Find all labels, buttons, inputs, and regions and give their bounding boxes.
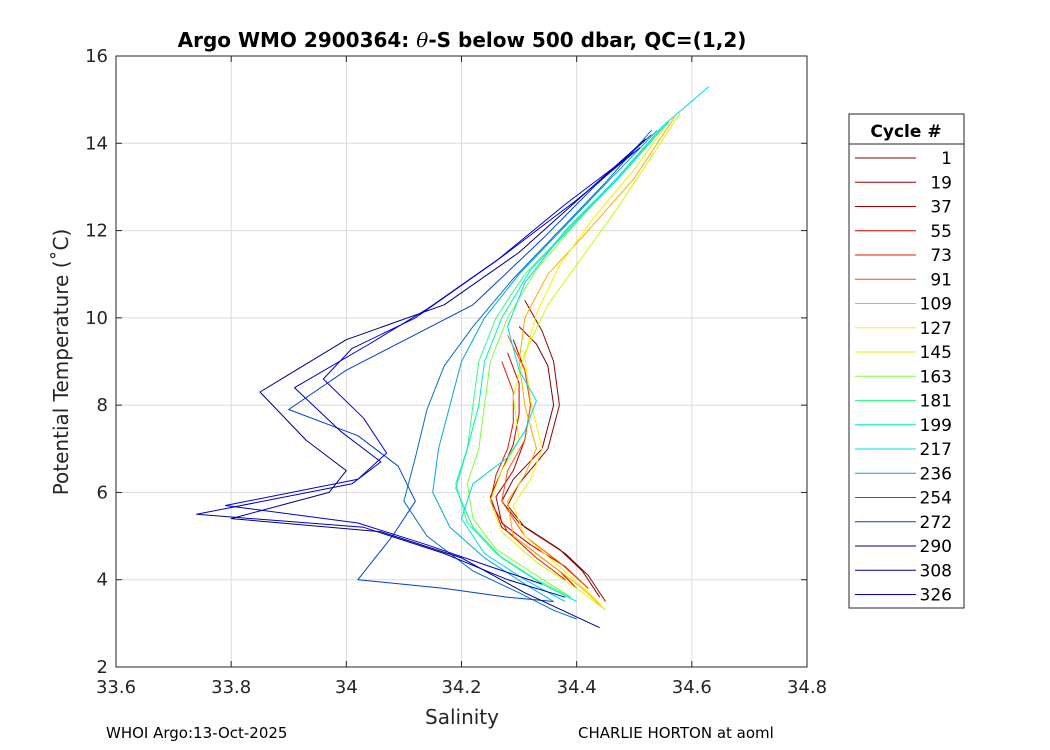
legend-label: 181 <box>920 392 952 412</box>
x-tick-label: 34.6 <box>672 677 712 698</box>
y-tick-label: 4 <box>97 570 108 591</box>
legend-label: 19 <box>930 173 952 193</box>
y-axis-ticks: 2 4 6 8 10 12 14 16 <box>85 46 807 678</box>
legend-label: 145 <box>920 343 952 363</box>
legend-label: 1 <box>941 149 952 169</box>
legend-entry: 1 <box>855 149 952 169</box>
legend-entry: 326 <box>855 586 952 606</box>
legend-label: 37 <box>930 198 952 218</box>
legend-entry: 19 <box>855 173 952 193</box>
legend-entry: 55 <box>855 222 952 242</box>
series-line-cycle-91 <box>501 335 589 589</box>
series-lines <box>196 86 710 629</box>
series-line-cycle-199 <box>455 121 670 602</box>
legend-label: 236 <box>920 464 952 484</box>
legend-entry: 199 <box>855 416 952 436</box>
x-tick-label: 34.8 <box>787 677 827 698</box>
y-tick-label: 12 <box>85 221 108 242</box>
legend-entry: 290 <box>855 537 952 557</box>
legend-entry: 163 <box>855 367 952 387</box>
legend-entry: 91 <box>855 270 952 290</box>
legend-entry: 272 <box>855 513 952 533</box>
legend-title: Cycle # <box>870 122 941 142</box>
legend-entry: 308 <box>855 561 952 581</box>
series-line-cycle-127 <box>512 121 670 611</box>
legend-label: 308 <box>920 561 952 581</box>
y-tick-label: 8 <box>97 395 108 416</box>
legend-label: 163 <box>920 367 952 387</box>
x-tick-label: 34.2 <box>441 677 481 698</box>
legend: Cycle # 1 19 37 55 73 91 109 127 145 163 181 199 217… <box>848 113 965 609</box>
legend-entry: 236 <box>855 464 952 484</box>
y-tick-label: 6 <box>97 482 108 503</box>
series-line-cycle-217 <box>461 86 710 602</box>
legend-label: 254 <box>920 489 952 509</box>
legend-entry: 217 <box>855 440 952 460</box>
legend-entry: 73 <box>855 246 952 266</box>
title-theta-symbol: θ <box>416 28 428 52</box>
legend-entry: 109 <box>855 295 952 315</box>
legend-entry: 254 <box>855 489 952 509</box>
series-line-cycle-236 <box>432 129 658 602</box>
y-axis-label: Potential Temperature (˚C) <box>49 229 73 496</box>
title-suffix: -S below 500 dbar, QC=(1,2) <box>428 28 746 52</box>
y-tick-label: 14 <box>85 133 108 154</box>
legend-label: 217 <box>920 440 952 460</box>
series-line-cycle-272 <box>288 134 652 602</box>
series-line-cycle-326 <box>224 151 635 585</box>
legend-box <box>848 113 965 609</box>
series-line-cycle-73 <box>489 361 566 581</box>
legend-label: 326 <box>920 586 952 606</box>
y-tick-label: 16 <box>85 46 108 67</box>
legend-label: 127 <box>920 319 952 339</box>
y-tick-label: 10 <box>85 308 108 329</box>
series-line-cycle-290 <box>230 138 647 629</box>
x-axis-label: Salinity <box>425 705 499 729</box>
legend-label: 272 <box>920 513 952 533</box>
x-tick-label: 33.6 <box>96 677 136 698</box>
legend-entry: 145 <box>855 343 952 363</box>
legend-label: 290 <box>920 537 952 557</box>
legend-entry: 37 <box>855 198 952 218</box>
legend-entries: 1 19 37 55 73 91 109 127 145 163 181 199 217 236 254 27… <box>855 149 952 606</box>
legend-label: 109 <box>920 295 952 315</box>
chart-title: Argo WMO 2900364: θ-S below 500 dbar, QC… <box>178 28 747 52</box>
footer-credit-left: WHOI Argo:13-Oct-2025 <box>106 724 288 742</box>
legend-entry: 181 <box>855 392 952 412</box>
x-tick-label: 33.8 <box>211 677 251 698</box>
series-line-cycle-145 <box>489 112 681 607</box>
legend-label: 199 <box>920 416 952 436</box>
series-line-cycle-109 <box>507 116 676 611</box>
legend-label: 91 <box>930 270 952 290</box>
footer-credit-right: CHARLIE HORTON at aoml <box>578 724 774 742</box>
legend-label: 55 <box>930 222 952 242</box>
series-line-cycle-1 <box>501 326 601 598</box>
title-prefix: Argo WMO 2900364: <box>178 28 417 52</box>
x-tick-label: 34 <box>335 677 358 698</box>
y-tick-label: 2 <box>97 657 108 678</box>
series-line-cycle-254 <box>403 129 652 620</box>
x-tick-label: 34.4 <box>557 677 597 698</box>
series-line-cycle-181 <box>455 125 664 598</box>
x-axis-ticks: 33.6 33.8 34 34.2 34.4 34.6 34.8 <box>96 56 827 698</box>
legend-entry: 127 <box>855 319 952 339</box>
legend-label: 73 <box>930 246 952 266</box>
